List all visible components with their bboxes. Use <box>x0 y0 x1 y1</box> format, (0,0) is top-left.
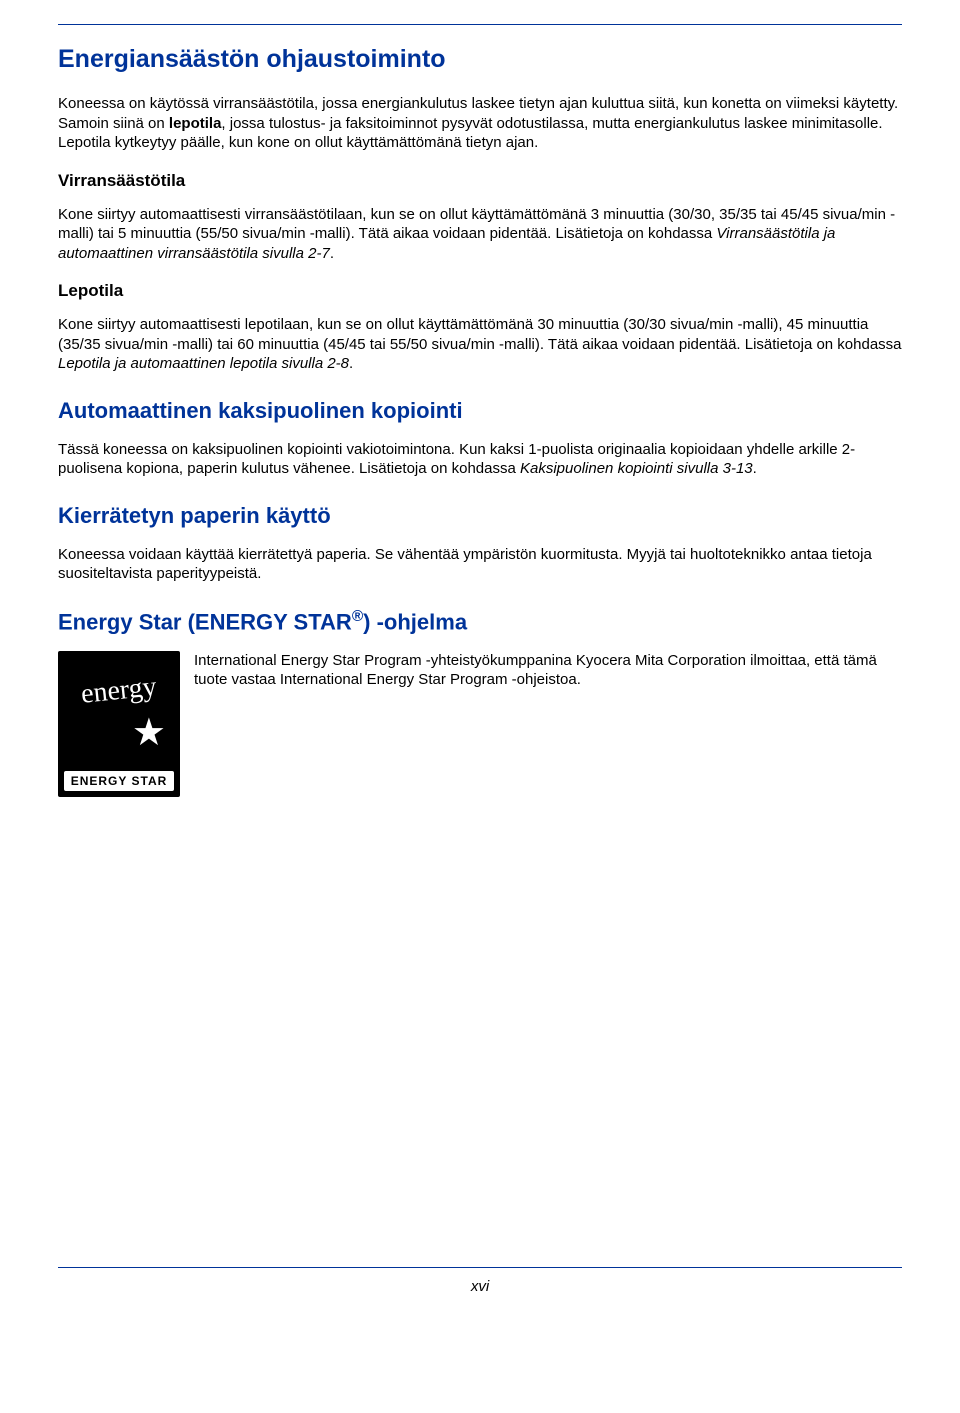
star-icon: ★ <box>132 714 166 752</box>
energy-star-heading-a: Energy Star (ENERGY STAR <box>58 609 352 634</box>
heading-recycled: Kierrätetyn paperin käyttö <box>58 503 902 529</box>
power-save-text-c: . <box>330 245 334 262</box>
subheading-sleep: Lepotila <box>58 281 902 301</box>
energy-star-logo: energy ★ ENERGY STAR <box>58 651 180 797</box>
subheading-power-save: Virransäästötila <box>58 171 902 191</box>
paragraph-intro: Koneessa on käytössä virransäästötila, j… <box>58 94 902 153</box>
registered-symbol: ® <box>352 608 363 625</box>
page-number: xvi <box>58 1278 902 1305</box>
intro-bold: lepotila <box>169 115 222 132</box>
energy-star-row: energy ★ ENERGY STAR International Energ… <box>58 651 902 797</box>
sleep-ref: Lepotila ja automaattinen lepotila sivul… <box>58 355 349 372</box>
paragraph-sleep: Kone siirtyy automaattisesti lepotilaan,… <box>58 315 902 374</box>
heading-main: Energiansäästön ohjaustoiminto <box>58 45 902 74</box>
duplex-ref: Kaksipuolinen kopiointi sivulla 3-13 <box>520 460 753 477</box>
paragraph-recycled: Koneessa voidaan käyttää kierrätettyä pa… <box>58 545 902 584</box>
top-rule <box>58 24 902 25</box>
paragraph-power-save: Kone siirtyy automaattisesti virransääst… <box>58 205 902 264</box>
heading-energy-star: Energy Star (ENERGY STAR®) -ohjelma <box>58 608 902 635</box>
bottom-rule <box>58 1267 902 1268</box>
energy-star-heading-b: ) -ohjelma <box>363 609 467 634</box>
heading-duplex: Automaattinen kaksipuolinen kopiointi <box>58 398 902 424</box>
sleep-text-c: . <box>349 355 353 372</box>
sleep-text-a: Kone siirtyy automaattisesti lepotilaan,… <box>58 316 902 353</box>
energy-star-label: ENERGY STAR <box>64 771 174 791</box>
energy-star-description: International Energy Star Program -yhtei… <box>194 651 902 690</box>
duplex-text-c: . <box>753 460 757 477</box>
energy-star-script: energy <box>80 673 158 709</box>
paragraph-duplex: Tässä koneessa on kaksipuolinen kopioint… <box>58 440 902 479</box>
